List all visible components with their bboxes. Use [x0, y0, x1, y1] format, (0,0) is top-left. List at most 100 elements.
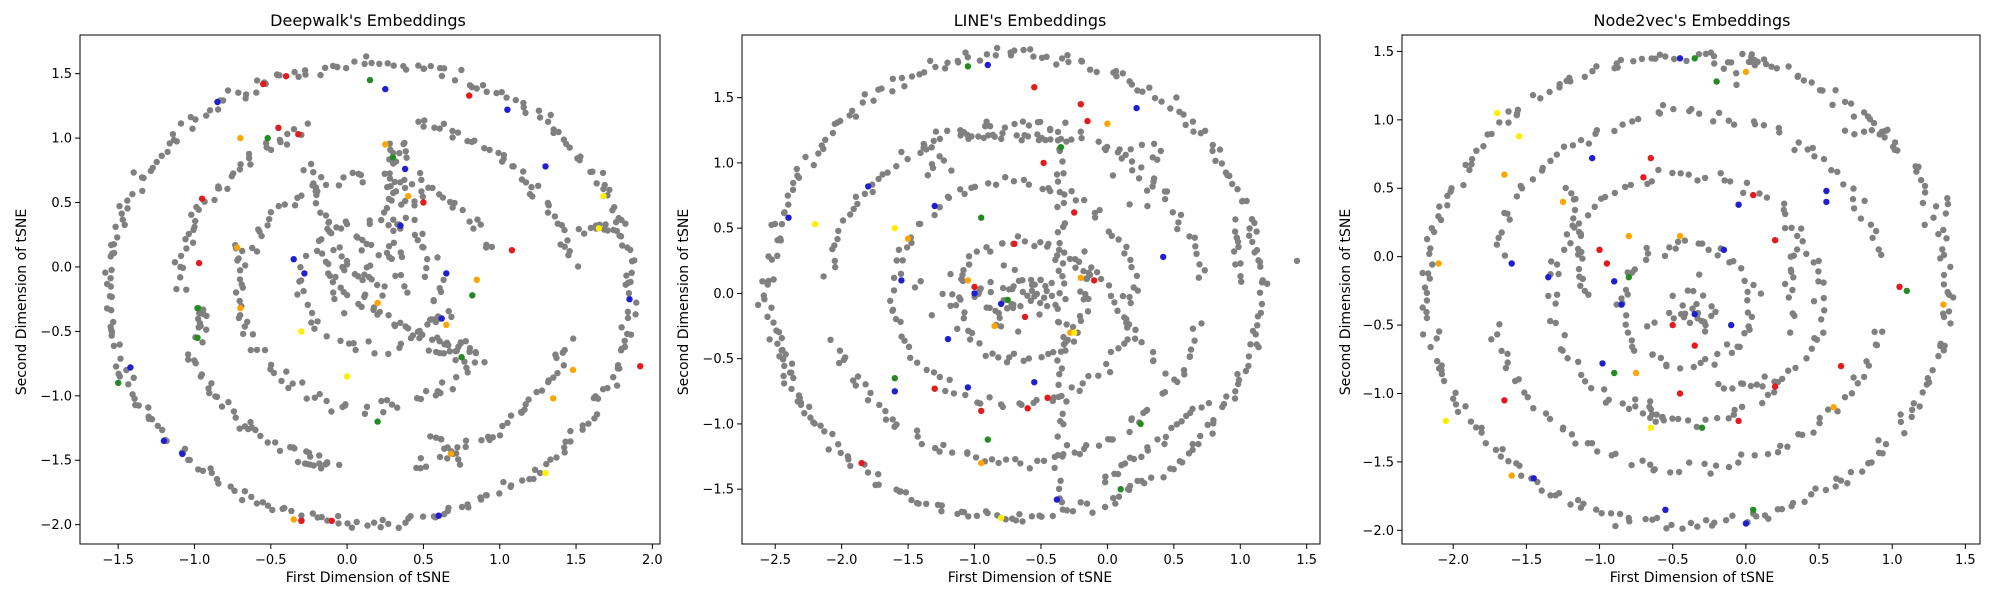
scatter-point-gray [420, 65, 427, 72]
scatter-point-red [971, 283, 978, 291]
scatter-point-gray [957, 132, 964, 139]
scatter-point-orange [1508, 472, 1515, 479]
scatter-point-gray [1761, 373, 1768, 380]
scatter-point-gray [897, 318, 904, 326]
scatter-point-gray [1712, 462, 1720, 469]
scatter-point-gray [249, 244, 256, 252]
scatter-point-blue [898, 277, 905, 284]
scatter-point-gray [1707, 470, 1714, 477]
scatter-point-gray [1850, 205, 1858, 212]
scatter-point-gray [289, 380, 296, 387]
scatter-point-gray [108, 293, 116, 301]
scatter-point-gray [1255, 257, 1262, 264]
scatter-point-gray [277, 138, 284, 146]
scatter-point-gray [1127, 299, 1134, 307]
scatter-point-gray [936, 204, 943, 211]
scatter-point-gray [1879, 450, 1886, 457]
panel-deepwalk: Deepwalk's Embeddings First Dimension of… [14, 11, 663, 586]
scatter-point-gray [1058, 499, 1066, 506]
scatter-point-gray [235, 89, 242, 96]
scatter-point-gray [968, 133, 975, 140]
scatter-point-gray [1727, 178, 1734, 185]
scatter-point-gray [1556, 84, 1563, 91]
scatter-point-gray [960, 315, 967, 322]
scatter-point-gray [992, 52, 999, 59]
scatter-point-gray [1651, 466, 1658, 473]
scatter-point-gray [1561, 246, 1568, 253]
scatter-point-gray [1019, 118, 1027, 125]
scatter-point-green [458, 354, 465, 361]
scatter-point-gray [1702, 416, 1709, 423]
scatter-point-gray [1781, 280, 1789, 288]
scatter-point-gray [530, 475, 537, 483]
x-tick-label: −0.5 [255, 553, 287, 568]
scatter-point-gray [1000, 262, 1007, 269]
scatter-point-red [1750, 191, 1757, 199]
scatter-point-gray [496, 490, 503, 497]
scatter-point-orange [964, 277, 972, 284]
scatter-point-gray [561, 444, 568, 451]
scatter-point-gray [1799, 238, 1806, 245]
scatter-point-gray [1538, 487, 1545, 494]
scatter-point-gray [322, 258, 330, 265]
scatter-point-gray [1173, 94, 1180, 101]
scatter-point-gray [1424, 270, 1432, 277]
scatter-point-gray [300, 167, 307, 174]
scatter-point-green [1750, 506, 1757, 513]
scatter-point-gray [1060, 223, 1067, 230]
scatter-point-gray [1677, 310, 1685, 318]
scatter-point-gray [1623, 312, 1630, 319]
scatter-point-gray [107, 275, 114, 282]
scatter-point-gray [1515, 376, 1522, 383]
scatter-point-gray [1015, 328, 1022, 335]
scatter-point-gray [462, 443, 469, 450]
scatter-point-gray [370, 306, 377, 313]
scatter-point-gray [1062, 119, 1069, 126]
scatter-point-gray [1778, 505, 1786, 513]
scatter-point-blue [382, 85, 389, 93]
scatter-point-gray [187, 113, 194, 121]
scatter-point-gray [1167, 105, 1174, 112]
scatter-point-gray [1912, 163, 1919, 170]
scatter-point-gray [185, 356, 192, 363]
scatter-point-gray [1553, 261, 1561, 268]
scatter-point-gray [311, 325, 318, 332]
scatter-point-gray [1575, 220, 1583, 227]
scatter-point-gray [257, 432, 264, 440]
scatter-point-gray [989, 350, 996, 357]
scatter-point-gray [1195, 274, 1203, 281]
scatter-point-gray [108, 332, 115, 339]
scatter-point-gray [1686, 459, 1693, 466]
scatter-point-gray [316, 452, 323, 459]
scatter-point-gray [960, 509, 968, 516]
scatter-point-gray [1245, 353, 1253, 360]
scatter-point-gray [1720, 385, 1728, 392]
scatter-point-gray [239, 247, 246, 255]
scatter-point-gray [1482, 440, 1490, 447]
scatter-point-gray [266, 216, 273, 223]
scatter-point-gray [465, 504, 472, 511]
scatter-point-orange [1559, 198, 1567, 206]
scatter-point-gray [1788, 502, 1795, 510]
scatter-point-gray [1639, 410, 1647, 417]
scatter-point-gray [1875, 437, 1882, 444]
scatter-point-gray [1429, 261, 1436, 268]
scatter-point-gray [1591, 203, 1598, 210]
scatter-point-gray [119, 216, 127, 223]
scatter-point-gray [121, 221, 128, 228]
scatter-point-red [1024, 405, 1031, 412]
scatter-point-gray [419, 243, 426, 251]
scatter-point-gray [371, 350, 378, 357]
scatter-point-gray [1257, 309, 1265, 317]
scatter-point-gray [940, 157, 948, 164]
scatter-point-gray [1193, 250, 1200, 257]
scatter-point-gray [352, 346, 359, 354]
scatter-point-gray [554, 220, 561, 227]
scatter-point-gray [1579, 275, 1587, 282]
scatter-point-gray [610, 374, 617, 381]
scatter-point-gray [493, 89, 500, 97]
scatter-point-gray [1552, 319, 1559, 327]
scatter-point-gray [1857, 215, 1865, 222]
plot-area [102, 53, 644, 531]
scatter-point-gray [1841, 98, 1849, 106]
